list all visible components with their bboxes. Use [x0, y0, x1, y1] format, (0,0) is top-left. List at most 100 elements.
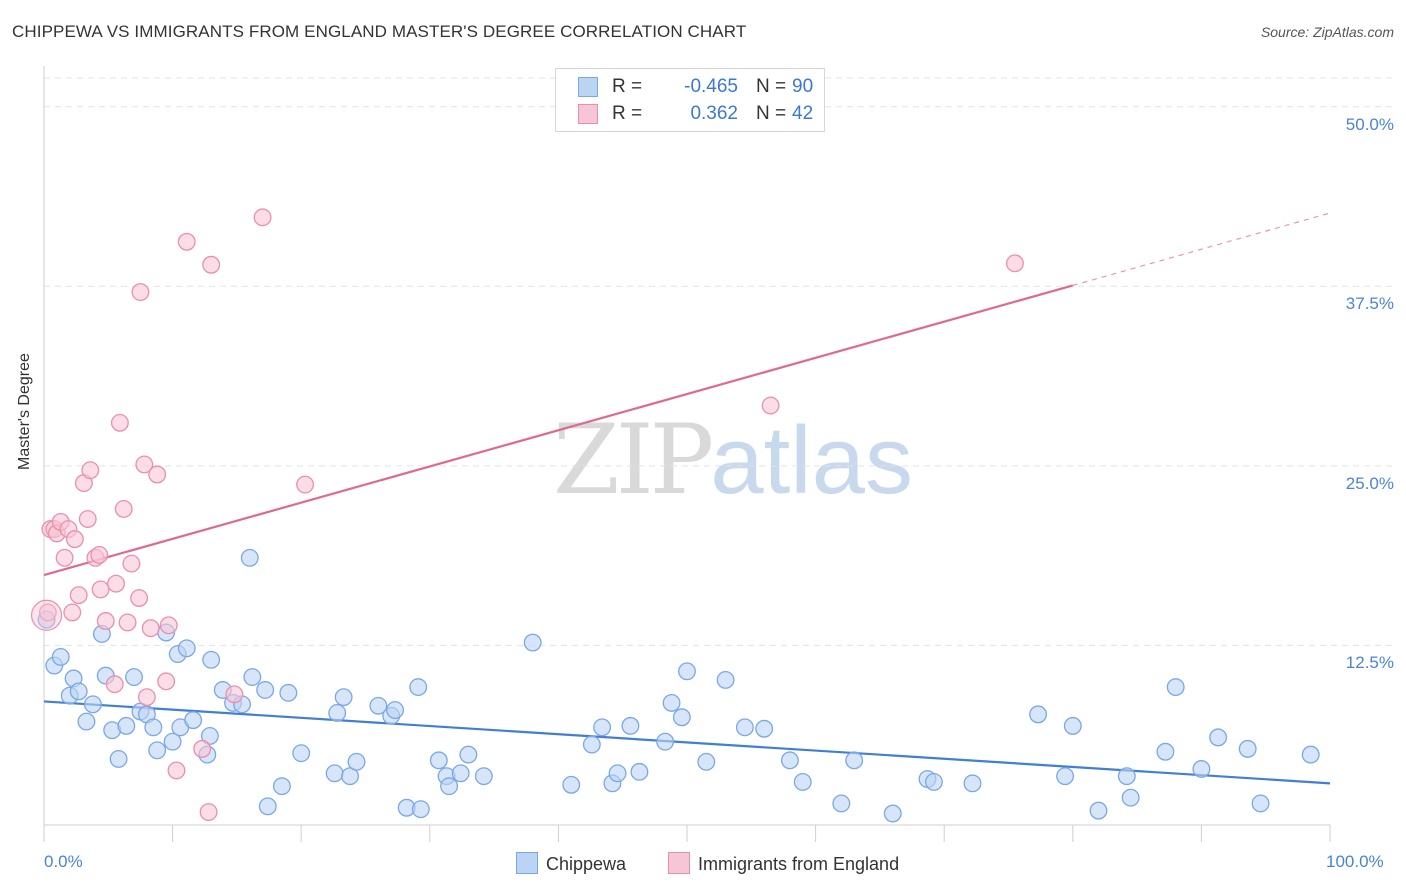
data-point: [411, 800, 430, 819]
data-point: [114, 500, 133, 518]
data-point: [474, 767, 493, 786]
data-point: [716, 670, 735, 689]
data-point: [292, 744, 311, 763]
data-point: [1238, 739, 1257, 758]
x-tick-label-min: 0.0%: [44, 852, 83, 871]
data-point: [662, 693, 681, 712]
data-point: [409, 678, 428, 697]
data-point: [1156, 742, 1175, 761]
data-point-cluster: [30, 599, 63, 631]
data-point: [1063, 716, 1082, 735]
data-point: [656, 732, 675, 751]
data-point: [793, 772, 812, 791]
data-point: [1209, 728, 1228, 747]
legend-r-label: R =: [612, 103, 643, 124]
data-point: [78, 510, 97, 528]
data-point: [117, 716, 136, 735]
legend-label-chippewa: Chippewa: [546, 854, 627, 874]
data-point: [1089, 801, 1108, 820]
data-point: [193, 739, 212, 758]
data-point: [38, 603, 57, 622]
data-point: [63, 603, 82, 622]
data-point: [69, 682, 88, 701]
chart-title: CHIPPEWA VS IMMIGRANTS FROM ENGLAND MAST…: [12, 22, 747, 41]
data-point: [780, 751, 799, 770]
data-point: [832, 794, 851, 813]
data-point: [697, 752, 716, 771]
data-point: [202, 650, 221, 669]
data-point: [1192, 760, 1211, 778]
data-point: [678, 662, 696, 681]
data-point: [883, 804, 902, 823]
data-point: [144, 718, 163, 737]
source-label: Source: ZipAtlas.com: [1260, 24, 1394, 40]
trend-line-dashed: [1072, 212, 1331, 287]
data-point: [137, 688, 156, 707]
y-tick-label: 12.5%: [1345, 653, 1394, 673]
data-point: [51, 647, 70, 666]
data-point: [1056, 767, 1075, 786]
data-point: [65, 530, 84, 549]
bottom-legend-chippewa[interactable]: Chippewa: [516, 852, 626, 875]
data-point: [279, 683, 298, 702]
data-point: [755, 719, 774, 738]
trend-line-solid: [43, 700, 1331, 785]
data-point: [118, 613, 137, 632]
data-point: [240, 548, 259, 567]
data-point: [1301, 745, 1320, 764]
data-point: [256, 681, 275, 699]
data-point: [1005, 254, 1024, 273]
data-point: [55, 548, 74, 567]
data-point: [369, 696, 388, 715]
data-point: [159, 616, 178, 635]
data-point: [325, 764, 344, 783]
data-point: [81, 461, 100, 480]
data-point: [845, 751, 864, 770]
data-point: [386, 701, 405, 720]
data-point: [200, 726, 219, 745]
data-point: [110, 413, 129, 432]
data-point: [148, 465, 167, 484]
data-point: [630, 762, 649, 781]
legend-swatch-chippewa: [578, 77, 598, 97]
data-point: [225, 685, 244, 704]
data-point: [924, 772, 943, 791]
series-chippewa: [37, 548, 1320, 823]
data-point: [963, 774, 982, 793]
data-point: [184, 711, 203, 730]
data-point: [122, 554, 141, 573]
legend-n-label: N =: [756, 103, 787, 124]
legend-r-value: -0.465: [684, 76, 738, 97]
data-point: [135, 455, 154, 474]
data-points: [30, 208, 1320, 823]
data-point: [1166, 678, 1185, 697]
data-point: [334, 688, 353, 707]
bottom-legend-england[interactable]: Immigrants from England: [668, 852, 899, 875]
data-point: [459, 745, 478, 764]
data-point: [105, 675, 124, 694]
legend-swatch-england: [668, 852, 690, 874]
data-point: [429, 751, 448, 770]
y-tick-label: 37.5%: [1345, 294, 1394, 314]
data-point: [328, 704, 347, 722]
trend-line-solid: [43, 284, 1074, 577]
data-point: [199, 803, 218, 822]
data-point: [1121, 788, 1140, 807]
x-tick-label-max: 100.0%: [1326, 852, 1384, 871]
trend-lines: [43, 212, 1331, 785]
data-point: [107, 574, 125, 593]
data-point: [523, 633, 542, 652]
data-point: [1117, 767, 1136, 786]
legend-n-value: 42: [792, 103, 814, 124]
data-point: [258, 797, 277, 816]
data-point: [621, 716, 640, 735]
data-point: [141, 619, 160, 638]
correlation-legend: R = -0.465 N = 90 R = 0.362 N = 42: [555, 68, 825, 132]
watermark: ZIPatlas: [553, 404, 913, 516]
data-point: [202, 255, 221, 274]
data-point: [243, 668, 262, 686]
y-tick-label: 50.0%: [1345, 114, 1394, 134]
data-point: [167, 761, 186, 780]
data-point: [1029, 705, 1048, 724]
